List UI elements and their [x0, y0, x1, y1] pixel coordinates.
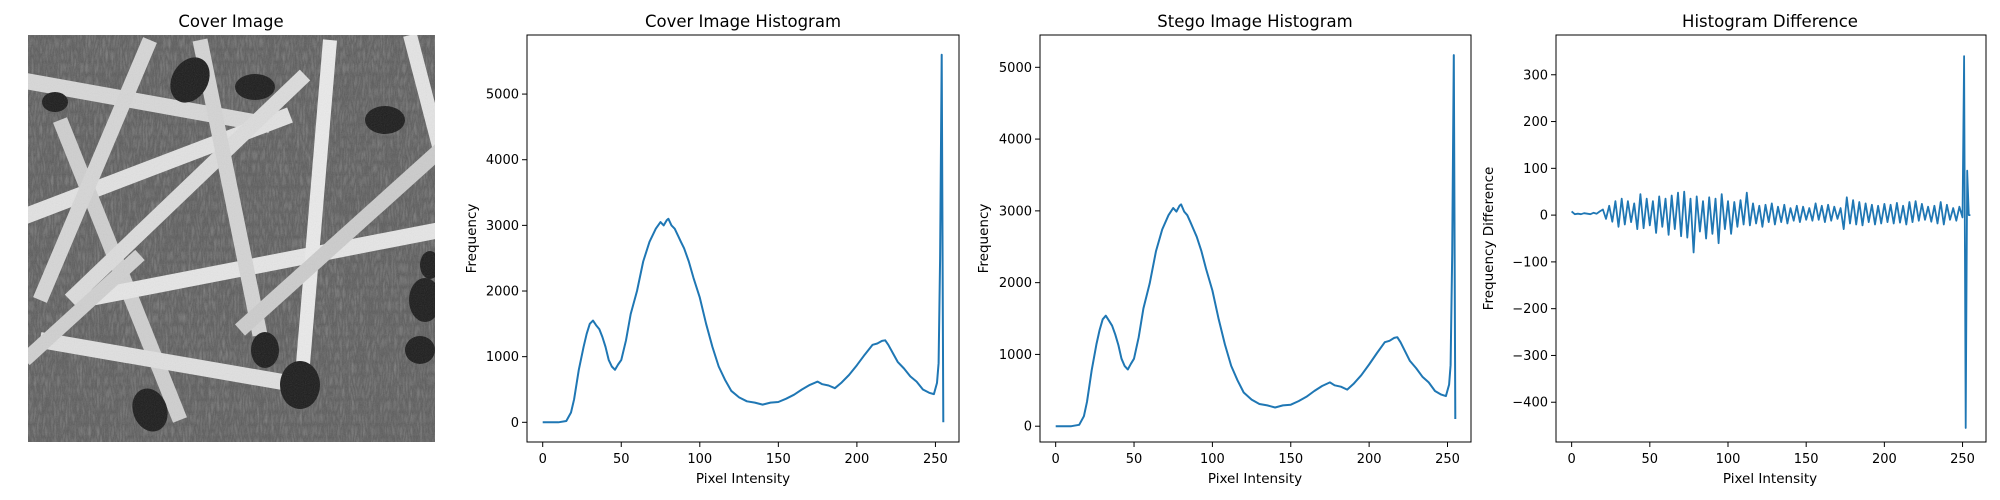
- cover-image-title: Cover Image: [178, 12, 283, 31]
- cover-histogram-ytick-label: 0: [511, 416, 519, 431]
- cover-histogram-ytick-label: 4000: [486, 153, 519, 168]
- stego-histogram-xtick-label: 0: [1052, 452, 1060, 467]
- difference-ytick-label: 0: [1540, 209, 1548, 224]
- cover-histogram-xtick-label: 250: [923, 452, 948, 467]
- stego-histogram-ylabel: Frequency: [976, 204, 992, 274]
- difference-ytick-label: −100: [1512, 255, 1548, 270]
- cover-histogram-xtick-label: 150: [766, 452, 791, 467]
- difference-xtick-label: 250: [1950, 452, 1975, 467]
- cover-histogram-ylabel: Frequency: [464, 204, 480, 274]
- cover-image: [28, 35, 435, 442]
- difference-ytick-label: 300: [1523, 68, 1548, 83]
- difference-ytick-label: 100: [1523, 162, 1548, 177]
- difference-line: [1571, 55, 1971, 429]
- stego-histogram-ytick-label: 2000: [999, 276, 1032, 291]
- stego-histogram-xtick-label: 250: [1435, 452, 1460, 467]
- cover-image-panel: Cover Image: [28, 12, 435, 442]
- stego-histogram-ytick-label: 4000: [999, 133, 1032, 148]
- cover-histogram-xlabel: Pixel Intensity: [696, 471, 790, 487]
- difference-axes: [1555, 34, 1987, 443]
- stego-histogram-xlabel: Pixel Intensity: [1208, 471, 1302, 487]
- stego-histogram-ytick-label: 5000: [999, 61, 1032, 76]
- cover-histogram-title: Cover Image Histogram: [645, 12, 841, 31]
- cover-histogram-ytick-label: 5000: [486, 88, 519, 103]
- stego-histogram-line: [1055, 54, 1457, 428]
- difference-xtick-label: 150: [1794, 452, 1819, 467]
- cover-histogram-xtick-label: 100: [687, 452, 712, 467]
- cover-histogram-ticks: 0 50 100 150 200 250 0 1000 2000 3000 4000 5000: [486, 88, 948, 467]
- difference-xtick-label: 50: [1642, 452, 1659, 467]
- difference-xlabel: Pixel Intensity: [1723, 471, 1817, 487]
- difference-ytick-label: 200: [1523, 115, 1548, 130]
- cover-histogram-ytick-label: 3000: [486, 219, 519, 234]
- stego-histogram-axes: [1039, 34, 1472, 443]
- stego-histogram-ytick-label: 3000: [999, 204, 1032, 219]
- cover-histogram-ytick-label: 2000: [486, 285, 519, 300]
- stego-histogram-ticks: 0 50 100 150 200 250 0 1000 2000 3000 4000 5000: [999, 61, 1460, 467]
- stego-histogram-xtick-label: 200: [1357, 452, 1382, 467]
- stego-histogram-panel: Stego Image Histogram Pixel Intensity Fr…: [976, 12, 1472, 487]
- cover-histogram-xtick-label: 50: [613, 452, 630, 467]
- stego-histogram-title: Stego Image Histogram: [1157, 12, 1352, 31]
- difference-title: Histogram Difference: [1682, 12, 1858, 31]
- cover-histogram-line: [542, 53, 945, 424]
- difference-ylabel: Frequency Difference: [1481, 167, 1497, 311]
- cover-histogram-xtick-label: 0: [539, 452, 547, 467]
- cover-histogram-panel: Cover Image Histogram Pixel Intensity Fr…: [464, 12, 960, 487]
- difference-ticks: 0 50 100 150 200 250 −400 −300 −200 −100 0 100 200 30…: [1512, 68, 1975, 467]
- stego-histogram-xtick-label: 150: [1278, 452, 1303, 467]
- difference-xtick-label: 200: [1872, 452, 1897, 467]
- stego-histogram-xtick-label: 50: [1126, 452, 1143, 467]
- difference-panel: Histogram Difference Pixel Intensity Fre…: [1481, 12, 1987, 487]
- stego-histogram-ytick-label: 0: [1024, 420, 1032, 435]
- difference-xtick-label: 100: [1716, 452, 1741, 467]
- difference-ytick-label: −200: [1512, 302, 1548, 317]
- stego-histogram-xtick-label: 100: [1200, 452, 1225, 467]
- difference-xtick-label: 0: [1567, 452, 1575, 467]
- cover-histogram-ytick-label: 1000: [486, 350, 519, 365]
- cover-histogram-xtick-label: 200: [844, 452, 869, 467]
- difference-ytick-label: −300: [1512, 349, 1548, 364]
- cover-histogram-axes: [526, 34, 960, 443]
- difference-ytick-label: −400: [1512, 396, 1548, 411]
- stego-histogram-ytick-label: 1000: [999, 348, 1032, 363]
